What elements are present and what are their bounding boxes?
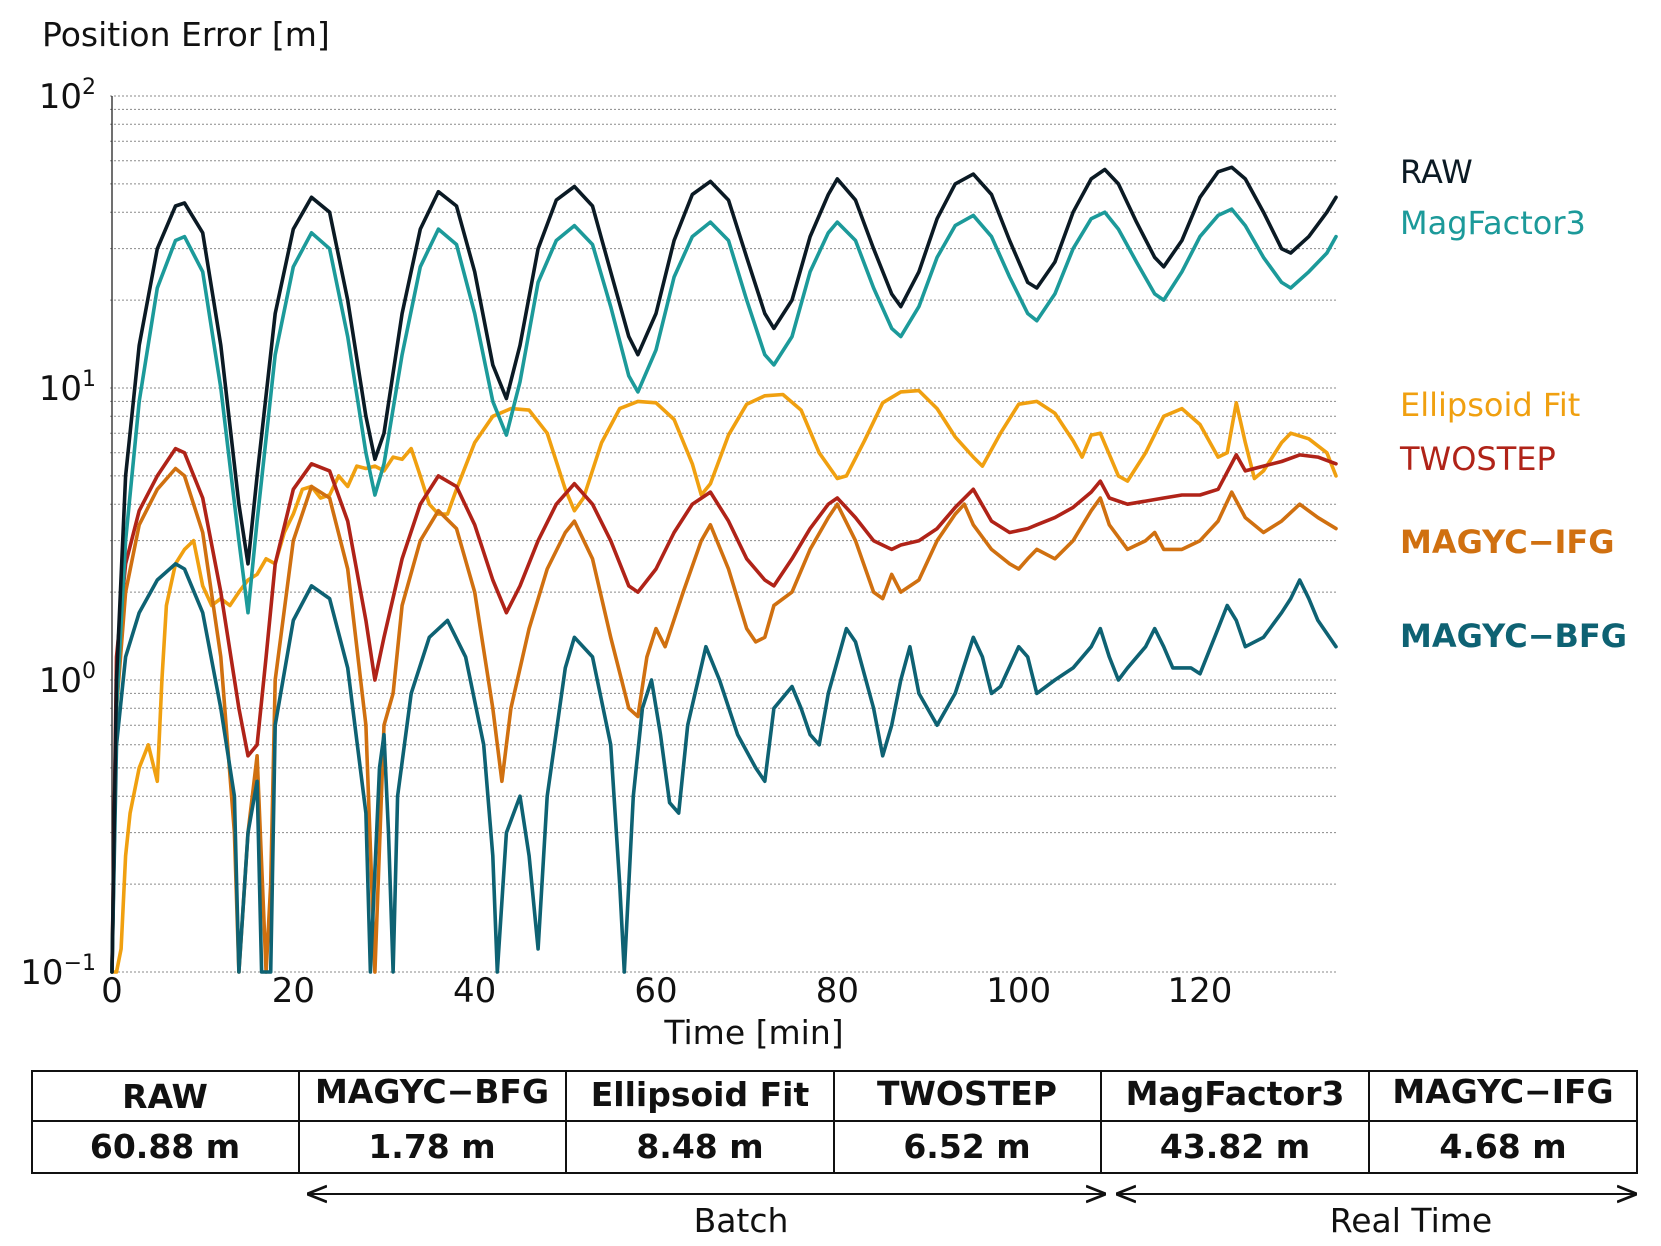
series-line-twostep <box>110 446 1338 974</box>
line-label-raw: RAW <box>1400 153 1473 191</box>
table-header-magyc-ifg: MAGYC−IFG <box>1392 1072 1613 1111</box>
table-value-magyc-bfg: 1.78 m <box>368 1127 495 1166</box>
real-time-group-label: Real Time <box>1330 1201 1492 1240</box>
table-header-twostep: TWOSTEP <box>877 1074 1057 1113</box>
table-value-magyc-ifg: 4.68 m <box>1439 1127 1566 1166</box>
y-tick-label: 10−1 <box>20 951 96 993</box>
series-line-magfactor3 <box>110 207 1338 974</box>
y-axis-label: Position Error [m] <box>42 15 330 54</box>
table-value-twostep: 6.52 m <box>903 1127 1030 1166</box>
line-label-magyc-ifg: MAGYC−IFG <box>1400 523 1615 561</box>
table-header-ellipsoid-fit: Ellipsoid Fit <box>591 1075 810 1114</box>
table-header-magyc-bfg: MAGYC−BFG <box>315 1072 549 1111</box>
series-line-ellipsoid-fit <box>110 388 1338 974</box>
table-header-magfactor3: MagFactor3 <box>1126 1074 1345 1113</box>
table-value-magfactor3: 43.82 m <box>1160 1127 1310 1166</box>
series-line-magyc-ifg <box>110 466 1338 974</box>
table-value-raw: 60.88 m <box>90 1127 240 1166</box>
x-tick-label: 40 <box>453 971 496 1011</box>
x-tick-label: 120 <box>1168 971 1233 1011</box>
batch-group-label: Batch <box>694 1201 789 1240</box>
table-value-ellipsoid-fit: 8.48 m <box>636 1127 763 1166</box>
line-label-twostep: TWOSTEP <box>1399 440 1556 478</box>
line-label-magyc-bfg: MAGYC−BFG <box>1400 617 1627 655</box>
gridlines <box>110 95 1337 973</box>
series-line-magyc-bfg <box>110 562 1338 974</box>
x-tick-label: 20 <box>272 971 315 1011</box>
y-tick-labels: 102 101 100 10−1 <box>20 75 96 993</box>
y-tick-label: 102 <box>39 75 96 117</box>
y-tick-label: 100 <box>39 659 96 701</box>
x-tick-label: 60 <box>634 971 677 1011</box>
x-tick-label: 0 <box>101 971 123 1011</box>
series-line-raw <box>110 165 1338 974</box>
x-tick-labels: 0 20 40 60 80 100 120 <box>101 971 1232 1011</box>
series-lines <box>110 165 1338 974</box>
table-header-raw: RAW <box>122 1077 208 1116</box>
y-tick-label: 101 <box>39 367 96 409</box>
x-axis-label: Time [min] <box>663 1013 843 1052</box>
results-table: RAW MAGYC−BFG Ellipsoid Fit TWOSTEP MagF… <box>31 1070 1638 1174</box>
x-tick-label: 80 <box>816 971 859 1011</box>
x-tick-label: 100 <box>986 971 1051 1011</box>
line-label-ellipsoid-fit: Ellipsoid Fit <box>1400 386 1580 424</box>
line-label-magfactor3: MagFactor3 <box>1400 204 1586 242</box>
